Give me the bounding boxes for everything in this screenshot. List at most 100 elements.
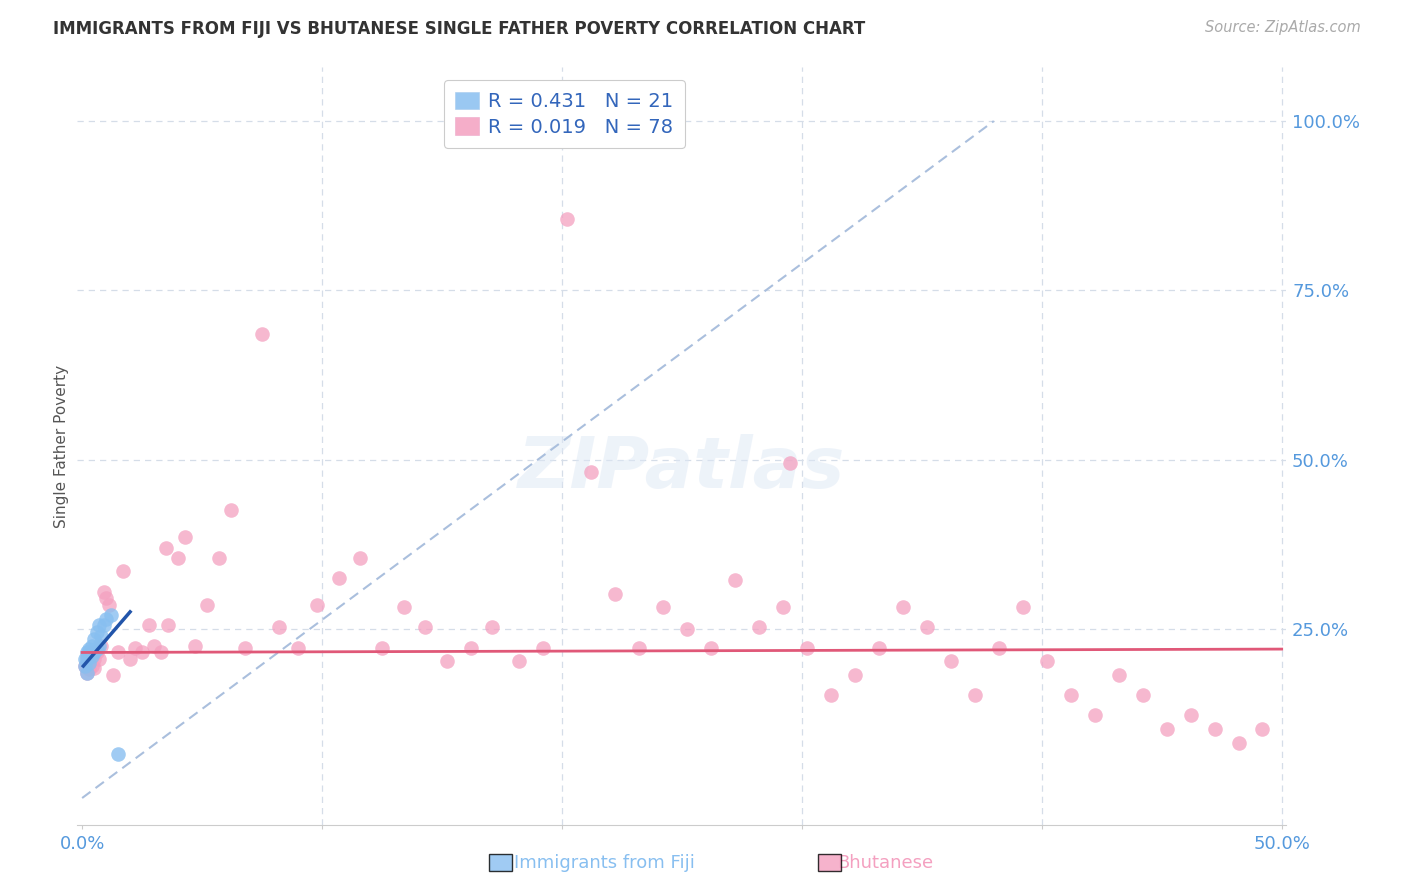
Point: [83, 645, 105, 659]
Point: [1059, 688, 1081, 702]
Point: [103, 668, 125, 682]
Point: [90, 629, 112, 643]
Text: Immigrants from Fiji: Immigrants from Fiji: [515, 855, 695, 872]
Point: [267, 620, 290, 634]
Point: [796, 640, 818, 655]
Point: [80, 648, 103, 663]
Point: [627, 640, 650, 655]
Point: [76, 665, 98, 680]
Point: [87, 639, 110, 653]
Point: [167, 550, 190, 565]
Point: [90, 639, 112, 653]
Point: [1132, 688, 1154, 702]
Point: [724, 573, 747, 587]
Point: [143, 639, 166, 653]
Point: [1180, 708, 1202, 723]
Point: [80, 659, 103, 673]
Point: [779, 456, 801, 470]
Y-axis label: Single Father Poverty: Single Father Poverty: [53, 365, 69, 527]
Point: [80, 645, 103, 659]
Point: [87, 618, 110, 632]
Point: [124, 640, 146, 655]
Point: [772, 600, 794, 615]
Point: [93, 584, 115, 599]
Point: [86, 642, 108, 657]
Point: [87, 652, 110, 666]
Point: [83, 661, 105, 675]
Point: [413, 620, 436, 634]
Point: [219, 503, 242, 517]
Point: [915, 620, 938, 634]
Point: [307, 598, 329, 612]
Point: [79, 642, 101, 657]
Point: [699, 640, 721, 655]
Point: [1156, 722, 1178, 736]
Point: [371, 640, 394, 655]
Point: [79, 656, 101, 670]
Text: ZIPatlas: ZIPatlas: [519, 434, 845, 503]
Point: [184, 639, 207, 653]
Point: [1035, 654, 1057, 668]
Point: [73, 652, 96, 666]
Point: [73, 659, 96, 673]
Text: Source: ZipAtlas.com: Source: ZipAtlas.com: [1205, 20, 1361, 35]
Point: [111, 564, 134, 578]
Point: [436, 654, 458, 668]
Point: [349, 550, 371, 565]
Point: [76, 648, 98, 663]
Point: [508, 654, 530, 668]
Point: [83, 652, 105, 666]
Point: [579, 465, 602, 479]
Legend: R = 0.431   N = 21, R = 0.019   N = 78: R = 0.431 N = 21, R = 0.019 N = 78: [444, 80, 685, 148]
Point: [939, 654, 962, 668]
Point: [233, 640, 256, 655]
Point: [820, 688, 842, 702]
Point: [107, 645, 129, 659]
Point: [155, 541, 177, 555]
Point: [651, 600, 673, 615]
Point: [86, 625, 108, 640]
Point: [76, 652, 98, 666]
Point: [481, 620, 503, 634]
Point: [86, 645, 108, 659]
Point: [1011, 600, 1033, 615]
Point: [107, 747, 129, 761]
Point: [150, 645, 173, 659]
Point: [83, 632, 105, 646]
Point: [1204, 722, 1226, 736]
Text: IMMIGRANTS FROM FIJI VS BHUTANESE SINGLE FATHER POVERTY CORRELATION CHART: IMMIGRANTS FROM FIJI VS BHUTANESE SINGLE…: [53, 20, 866, 37]
Point: [138, 618, 160, 632]
Point: [675, 622, 697, 636]
Point: [80, 639, 103, 653]
Point: [94, 612, 117, 626]
Point: [100, 608, 122, 623]
Text: Bhutanese: Bhutanese: [838, 855, 934, 872]
Point: [963, 688, 986, 702]
Point: [392, 600, 415, 615]
Point: [250, 327, 273, 342]
Point: [131, 645, 153, 659]
Point: [1251, 722, 1274, 736]
Point: [79, 662, 101, 676]
Point: [79, 645, 101, 659]
Point: [460, 640, 482, 655]
Point: [76, 665, 98, 680]
Point: [73, 659, 96, 673]
Point: [1108, 668, 1130, 682]
Point: [1083, 708, 1105, 723]
Point: [891, 600, 914, 615]
Point: [208, 550, 231, 565]
Point: [844, 668, 866, 682]
Point: [94, 591, 117, 606]
Point: [76, 645, 98, 659]
Point: [79, 652, 101, 666]
Point: [603, 586, 626, 600]
Point: [1227, 735, 1250, 749]
Point: [93, 618, 115, 632]
Point: [555, 212, 578, 227]
Point: [97, 598, 120, 612]
Point: [748, 620, 770, 634]
Point: [157, 618, 180, 632]
Point: [868, 640, 890, 655]
Point: [287, 640, 309, 655]
